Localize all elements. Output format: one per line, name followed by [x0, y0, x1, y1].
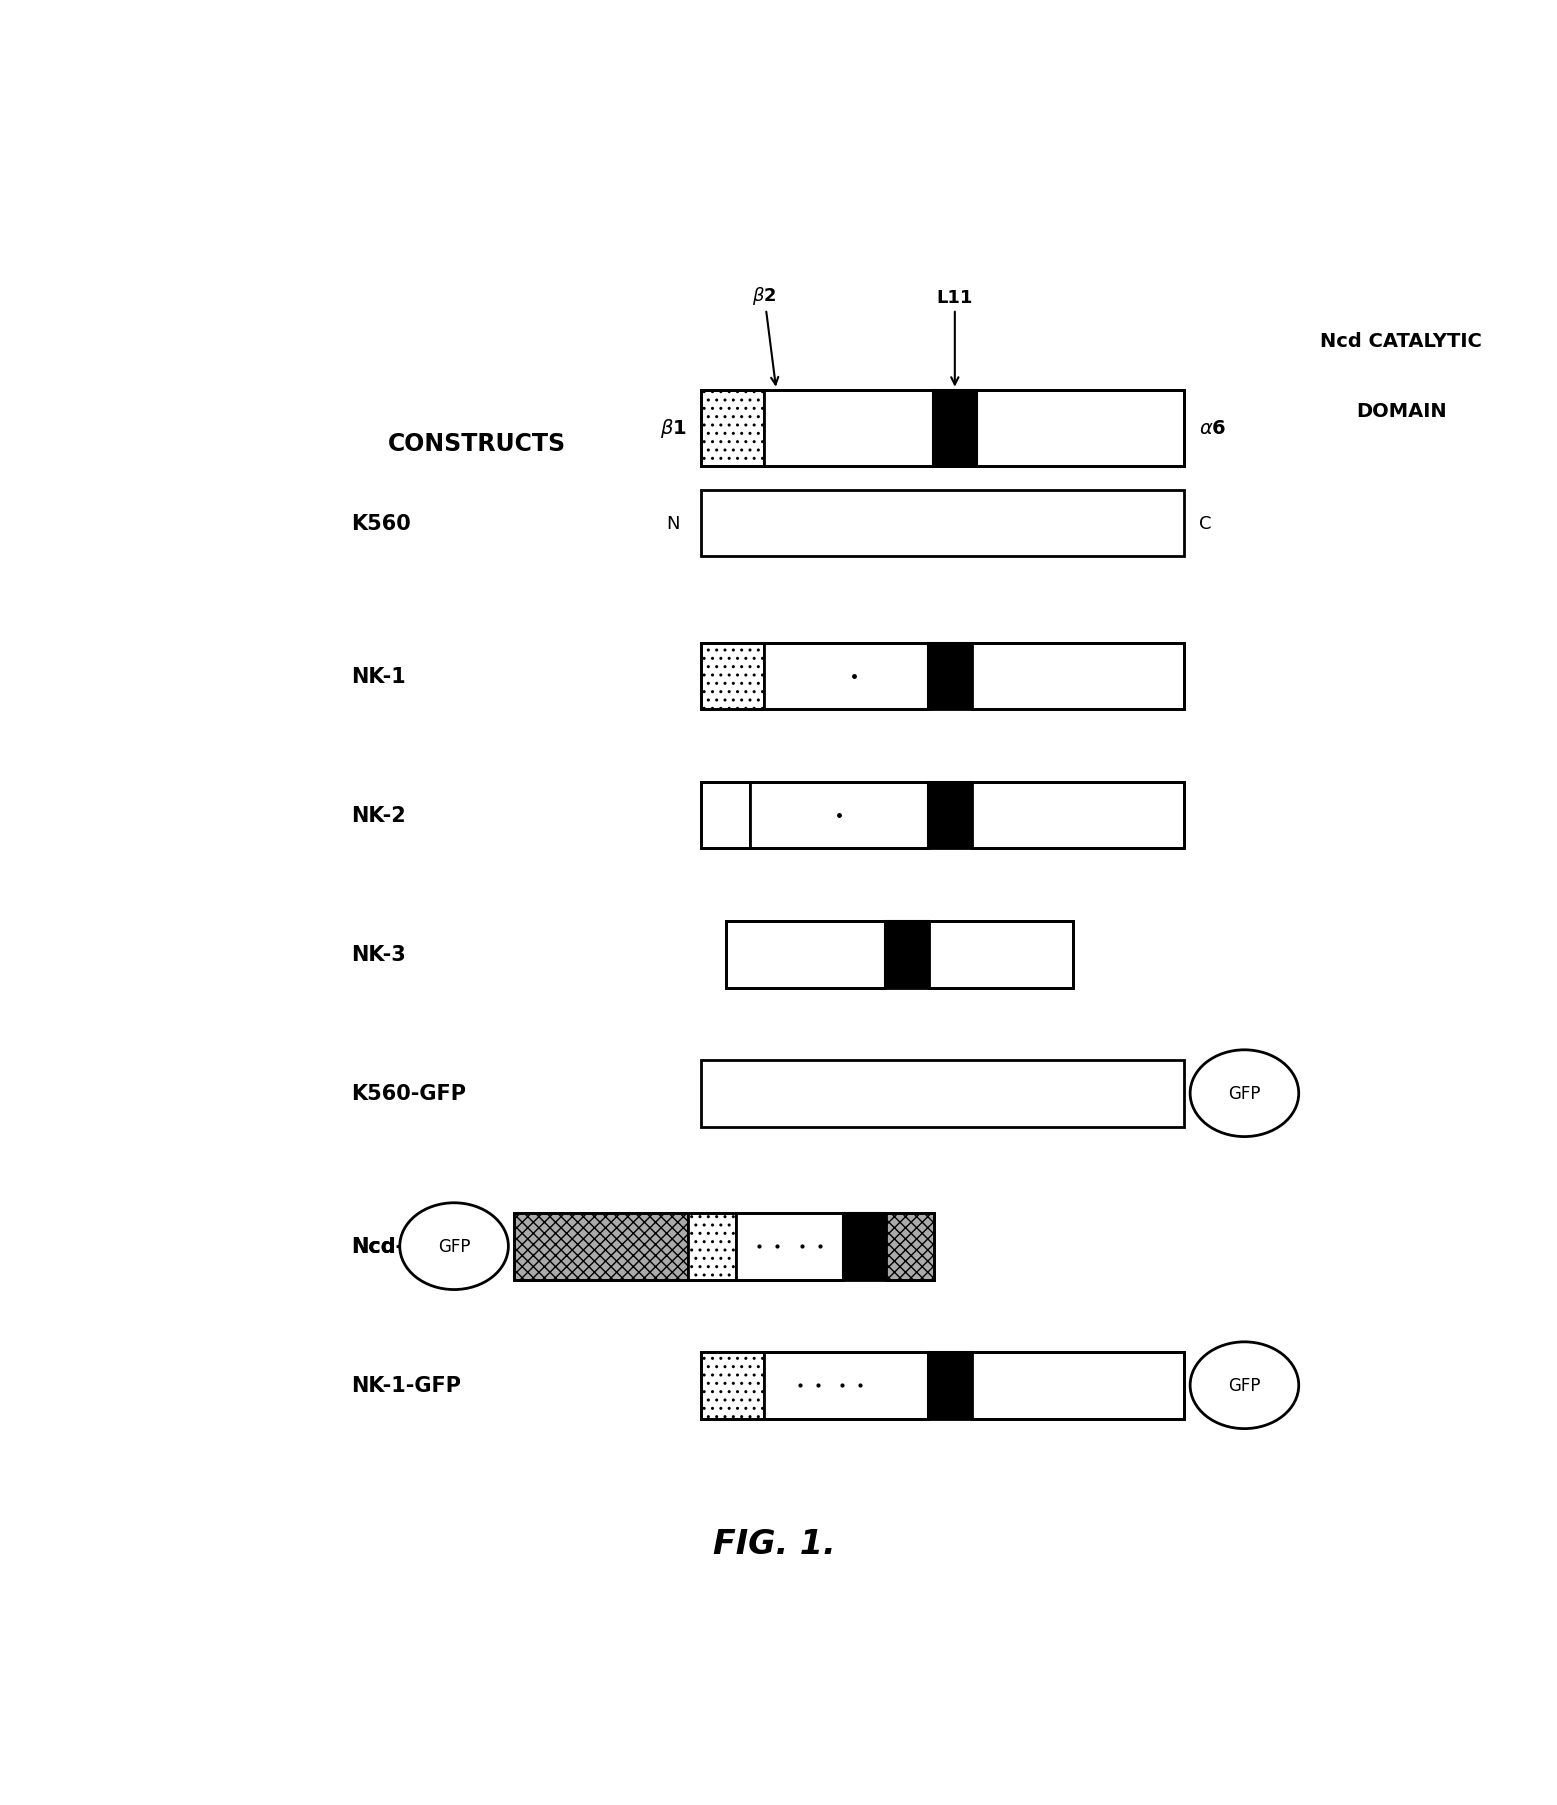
Text: Ncd-GFP: Ncd-GFP	[352, 1236, 452, 1256]
Text: Ncd-GFP: Ncd-GFP	[352, 1236, 452, 1256]
Text: GFP: GFP	[438, 1238, 470, 1256]
Bar	[701, 390, 764, 467]
Bar	[886, 921, 930, 987]
Text: N: N	[666, 514, 680, 532]
Bar	[736, 1213, 842, 1280]
Bar	[726, 921, 886, 987]
Ellipse shape	[1190, 1343, 1299, 1430]
Text: $\beta$2: $\beta$2	[752, 285, 778, 384]
Bar	[928, 782, 972, 848]
Text: FIG. 1.: FIG. 1.	[713, 1527, 835, 1560]
Bar	[726, 921, 1073, 987]
Bar	[701, 491, 1183, 558]
Text: CONSTRUCTS: CONSTRUCTS	[388, 431, 565, 457]
Bar	[764, 643, 928, 709]
Text: K560-GFP: K560-GFP	[352, 1083, 467, 1103]
Text: DOMAIN: DOMAIN	[1356, 403, 1446, 421]
Bar	[514, 1213, 934, 1280]
Text: C: C	[1199, 514, 1211, 532]
Bar	[514, 1213, 688, 1280]
Text: NK-2: NK-2	[352, 805, 406, 825]
Bar	[701, 1352, 764, 1419]
Bar	[701, 390, 1183, 467]
Bar	[764, 1352, 928, 1419]
Ellipse shape	[400, 1204, 508, 1291]
Text: Ncd CATALYTIC: Ncd CATALYTIC	[1320, 332, 1482, 352]
Bar	[972, 643, 1183, 709]
Bar	[701, 643, 1183, 709]
Bar	[928, 643, 972, 709]
Text: NK-1: NK-1	[352, 666, 406, 686]
Bar	[749, 782, 928, 848]
Bar	[688, 1213, 736, 1280]
Ellipse shape	[1190, 1051, 1299, 1137]
Bar	[933, 390, 976, 467]
Text: NK-1-GFP: NK-1-GFP	[352, 1375, 461, 1395]
Bar	[764, 390, 1183, 467]
Bar	[701, 782, 749, 848]
Text: NK-3: NK-3	[352, 944, 406, 964]
Text: $\alpha$6: $\alpha$6	[1199, 419, 1225, 439]
Bar	[701, 643, 764, 709]
Bar	[972, 782, 1183, 848]
Text: L11: L11	[937, 289, 973, 384]
Bar	[842, 1213, 886, 1280]
Bar	[928, 1352, 972, 1419]
Bar	[701, 782, 1183, 848]
Text: K560: K560	[352, 514, 411, 534]
Bar	[701, 1352, 1183, 1419]
Bar	[972, 1352, 1183, 1419]
Bar	[930, 921, 1073, 987]
Bar	[886, 1213, 934, 1280]
Bar	[701, 1060, 1183, 1126]
Text: GFP: GFP	[1228, 1085, 1261, 1103]
Text: $\beta$1: $\beta$1	[660, 417, 687, 440]
Text: GFP: GFP	[1228, 1377, 1261, 1395]
